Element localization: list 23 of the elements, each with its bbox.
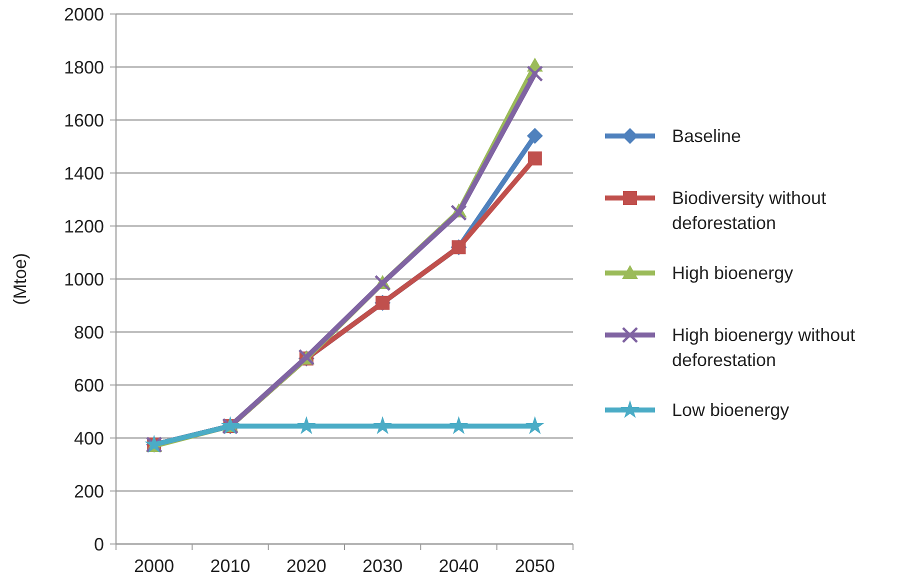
y-tick-label: 1000	[64, 269, 104, 290]
y-tick-label: 800	[74, 322, 104, 342]
y-tick-label: 2000	[64, 4, 104, 24]
legend-label: Baseline	[672, 126, 742, 146]
y-tick-label: 1200	[64, 216, 104, 236]
x-tick-label: 2010	[210, 556, 250, 576]
y-tick-label: 1800	[64, 57, 104, 78]
legend-label: High bioenergy	[672, 263, 794, 283]
legend-label: Low bioenergy	[672, 400, 790, 420]
x-tick-label: 2040	[438, 556, 479, 576]
x-tick-label: 2030	[362, 556, 403, 576]
x-tick-label: 2000	[134, 556, 174, 576]
legend-label: Biodiversity without deforestation	[672, 188, 826, 233]
y-axis-title: (Mtoe)	[10, 252, 30, 306]
y-tick-label: 1600	[64, 110, 104, 130]
x-tick-label: 2050	[514, 556, 555, 576]
x-tick-label: 2020	[286, 556, 326, 576]
y-tick-label: 1400	[64, 163, 104, 184]
y-tick-label: 400	[74, 428, 104, 448]
legend-label: High bioenergy without deforestation	[672, 325, 856, 370]
y-tick-label: 0	[94, 534, 104, 554]
y-tick-label: 600	[74, 375, 104, 396]
y-tick-label: 200	[74, 481, 104, 502]
